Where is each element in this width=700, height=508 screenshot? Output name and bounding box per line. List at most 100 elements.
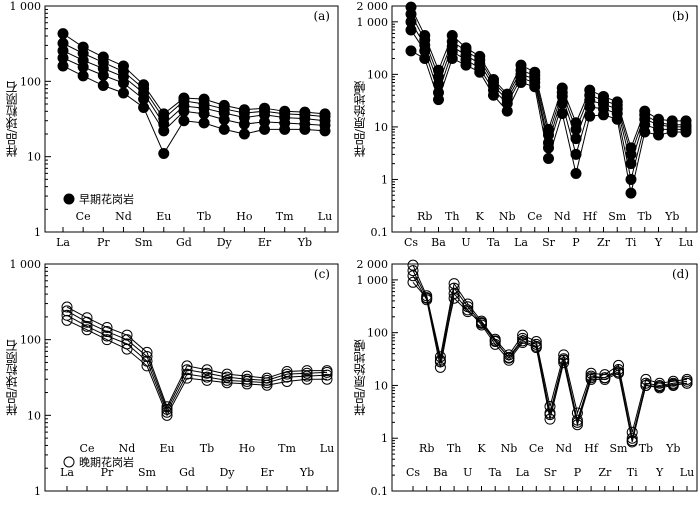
x-tick-label: Th — [447, 442, 461, 455]
data-point — [680, 126, 692, 138]
data-point — [446, 53, 458, 65]
data-point — [101, 330, 113, 342]
x-tick-label: Gd — [176, 236, 192, 249]
x-tick-label: Ta — [487, 236, 500, 249]
data-point — [241, 378, 253, 390]
panel-tag: (b) — [672, 9, 689, 23]
data-point — [625, 187, 637, 199]
y-tick-label: 1 000 — [10, 258, 42, 271]
x-tick-label: La — [60, 466, 74, 479]
data-point — [57, 60, 69, 72]
plot-frame — [391, 5, 698, 233]
data-point — [101, 334, 113, 346]
data-point — [530, 340, 542, 352]
data-point — [517, 335, 529, 347]
x-tick-label: Lu — [680, 466, 694, 479]
legend-marker — [63, 193, 75, 205]
y-tick-label: 10 — [374, 379, 388, 392]
x-tick-label: Tm — [278, 442, 296, 455]
x-tick-label: K — [477, 442, 486, 455]
data-point — [218, 123, 230, 135]
data-point — [653, 129, 664, 141]
data-point — [158, 125, 170, 137]
x-tick-label: Er — [260, 466, 274, 479]
data-point — [489, 338, 501, 350]
plot-frame — [44, 5, 339, 233]
x-tick-label: Yb — [665, 442, 680, 455]
x-tick-label: Hf — [583, 210, 598, 223]
x-tick-label: Pr — [101, 466, 114, 479]
series-line — [66, 310, 328, 411]
data-point — [407, 270, 419, 282]
data-point — [81, 320, 93, 332]
data-point — [611, 113, 623, 125]
data-point — [556, 107, 568, 119]
y-axis-label: 样品/原始地幔 — [353, 80, 367, 158]
data-point — [221, 368, 233, 380]
data-point — [161, 406, 173, 418]
data-point — [97, 80, 109, 92]
panel-tag: (d) — [672, 267, 689, 281]
x-tick-label: Lu — [320, 442, 334, 455]
x-tick-label: Eu — [159, 442, 174, 455]
y-axis-label: 样品/球粒陨石 — [5, 339, 19, 416]
data-point — [261, 377, 273, 389]
x-tick-label: La — [516, 466, 530, 479]
data-point — [460, 59, 472, 71]
x-tick-label: Ba — [431, 236, 446, 249]
data-point — [301, 370, 313, 382]
data-point — [421, 292, 433, 304]
data-point — [654, 381, 666, 393]
data-point — [221, 371, 233, 383]
data-point — [319, 125, 331, 137]
x-tick-label: Sr — [542, 236, 556, 249]
panel-tag: (a) — [313, 9, 330, 23]
data-point — [407, 259, 419, 271]
y-tick-label: 100 — [20, 75, 41, 88]
data-point — [570, 167, 582, 179]
data-point — [279, 123, 291, 135]
data-point — [639, 126, 651, 138]
data-point — [221, 374, 233, 386]
data-point — [556, 97, 568, 109]
x-tick-label: Ce — [529, 442, 544, 455]
data-point — [515, 77, 527, 89]
data-point — [281, 371, 293, 383]
data-point — [321, 366, 333, 378]
x-tick-label: U — [463, 466, 472, 479]
data-point — [198, 117, 210, 129]
data-point — [626, 435, 638, 447]
data-point — [667, 378, 679, 390]
plot-frame — [44, 263, 339, 492]
x-tick-label: Ho — [236, 210, 253, 223]
data-point — [599, 372, 611, 384]
data-point — [571, 416, 583, 428]
data-point — [434, 361, 446, 373]
y-tick-label: 10 — [374, 121, 388, 134]
data-point — [544, 409, 556, 421]
data-point — [405, 24, 417, 36]
data-point — [626, 432, 638, 444]
x-tick-label: La — [56, 236, 70, 249]
x-tick-label: U — [461, 236, 470, 249]
data-point — [613, 366, 624, 378]
x-tick-label: Eu — [156, 210, 171, 223]
x-tick-label: Nd — [554, 210, 571, 223]
x-tick-label: Sm — [138, 466, 157, 479]
x-tick-label: Sm — [135, 236, 154, 249]
data-point — [517, 332, 529, 344]
x-tick-label: Yb — [299, 466, 314, 479]
data-point — [178, 115, 190, 127]
x-tick-label: Th — [445, 210, 459, 223]
x-tick-label: Tb — [638, 210, 652, 223]
y-tick-label: 10 — [27, 151, 41, 164]
data-point — [201, 364, 213, 376]
x-tick-label: Y — [654, 236, 663, 249]
data-point — [419, 53, 431, 65]
data-point — [81, 324, 93, 336]
data-point — [584, 101, 596, 113]
x-tick-label: Nd — [119, 442, 136, 455]
data-point — [259, 123, 271, 135]
data-point — [77, 70, 89, 82]
data-point — [181, 372, 193, 384]
